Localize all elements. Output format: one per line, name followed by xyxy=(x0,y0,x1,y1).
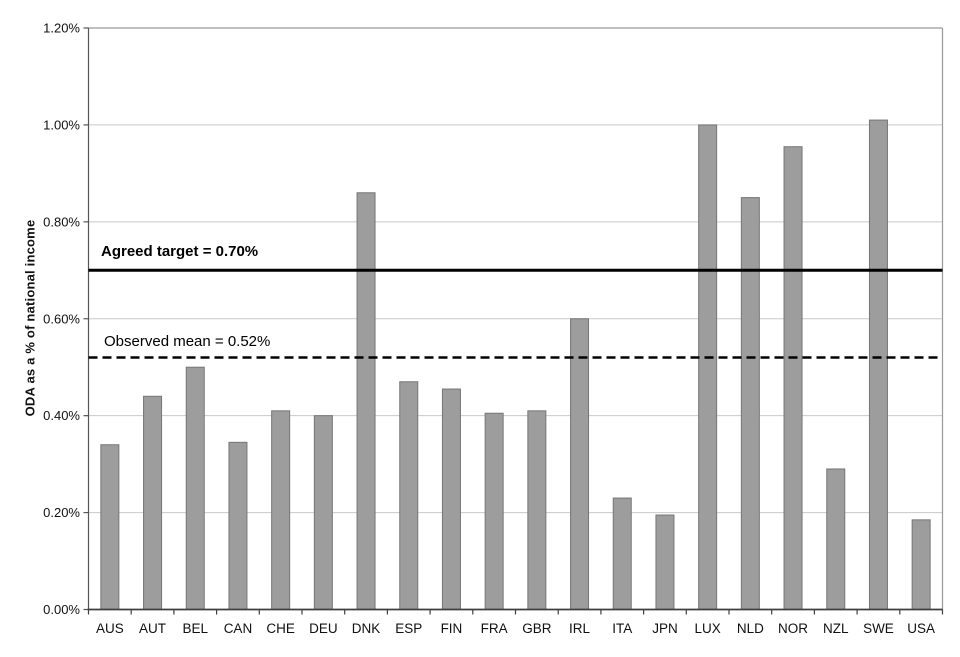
x-tick-label-aut: AUT xyxy=(139,621,166,636)
bar-che xyxy=(271,410,291,610)
bar-usa xyxy=(911,519,931,610)
x-tick-label-lux: LUX xyxy=(695,621,721,636)
target-line-annotation: Agreed target = 0.70% xyxy=(101,243,259,260)
y-tick-label: 0.60% xyxy=(43,311,80,326)
bar-can xyxy=(228,441,248,610)
y-tick-label: 0.20% xyxy=(43,505,80,520)
x-tick-label-swe: SWE xyxy=(863,621,894,636)
bar-nor xyxy=(783,146,803,610)
bar-bel xyxy=(185,366,205,610)
x-tick-label-esp: ESP xyxy=(395,621,422,636)
bar-ita xyxy=(612,497,632,610)
x-tick-label-fra: FRA xyxy=(481,621,508,636)
bar-aut xyxy=(143,395,163,610)
bar-dnk xyxy=(356,192,376,610)
bar-gbr xyxy=(527,410,547,610)
bar-nld xyxy=(740,197,760,610)
y-axis-title: ODA as a % of national income xyxy=(22,219,38,417)
x-tick-label-usa: USA xyxy=(907,621,935,636)
bar-esp xyxy=(399,381,419,610)
bar-swe xyxy=(868,119,888,610)
x-tick-label-can: CAN xyxy=(224,621,253,636)
bar-deu xyxy=(313,415,333,611)
mean-line-annotation: Observed mean = 0.52% xyxy=(104,333,271,350)
x-tick-label-jpn: JPN xyxy=(652,621,678,636)
x-tick-label-che: CHE xyxy=(266,621,295,636)
x-tick-label-irl: IRL xyxy=(569,621,591,636)
y-tick-label: 1.20% xyxy=(43,21,80,36)
x-tick-label-nld: NLD xyxy=(737,621,764,636)
x-tick-label-nzl: NZL xyxy=(823,621,849,636)
y-tick-label: 0.00% xyxy=(43,602,80,617)
bar-fin xyxy=(441,388,461,611)
x-tick-label-nor: NOR xyxy=(778,621,808,636)
x-tick-label-deu: DEU xyxy=(309,621,338,636)
bar-lux xyxy=(698,124,718,610)
y-tick-label: 0.40% xyxy=(43,408,80,423)
x-tick-label-ita: ITA xyxy=(612,621,632,636)
x-tick-label-aus: AUS xyxy=(96,621,124,636)
x-tick-label-gbr: GBR xyxy=(522,621,552,636)
bar-nzl xyxy=(826,468,846,610)
bar-fra xyxy=(484,412,504,610)
y-tick-label: 1.00% xyxy=(43,117,80,132)
y-tick-label: 0.80% xyxy=(43,214,80,229)
x-tick-label-fin: FIN xyxy=(441,621,463,636)
bar-aus xyxy=(100,444,120,610)
bar-irl xyxy=(570,318,590,610)
bar-jpn xyxy=(655,514,675,611)
x-tick-label-dnk: DNK xyxy=(352,621,381,636)
x-tick-label-bel: BEL xyxy=(182,621,208,636)
